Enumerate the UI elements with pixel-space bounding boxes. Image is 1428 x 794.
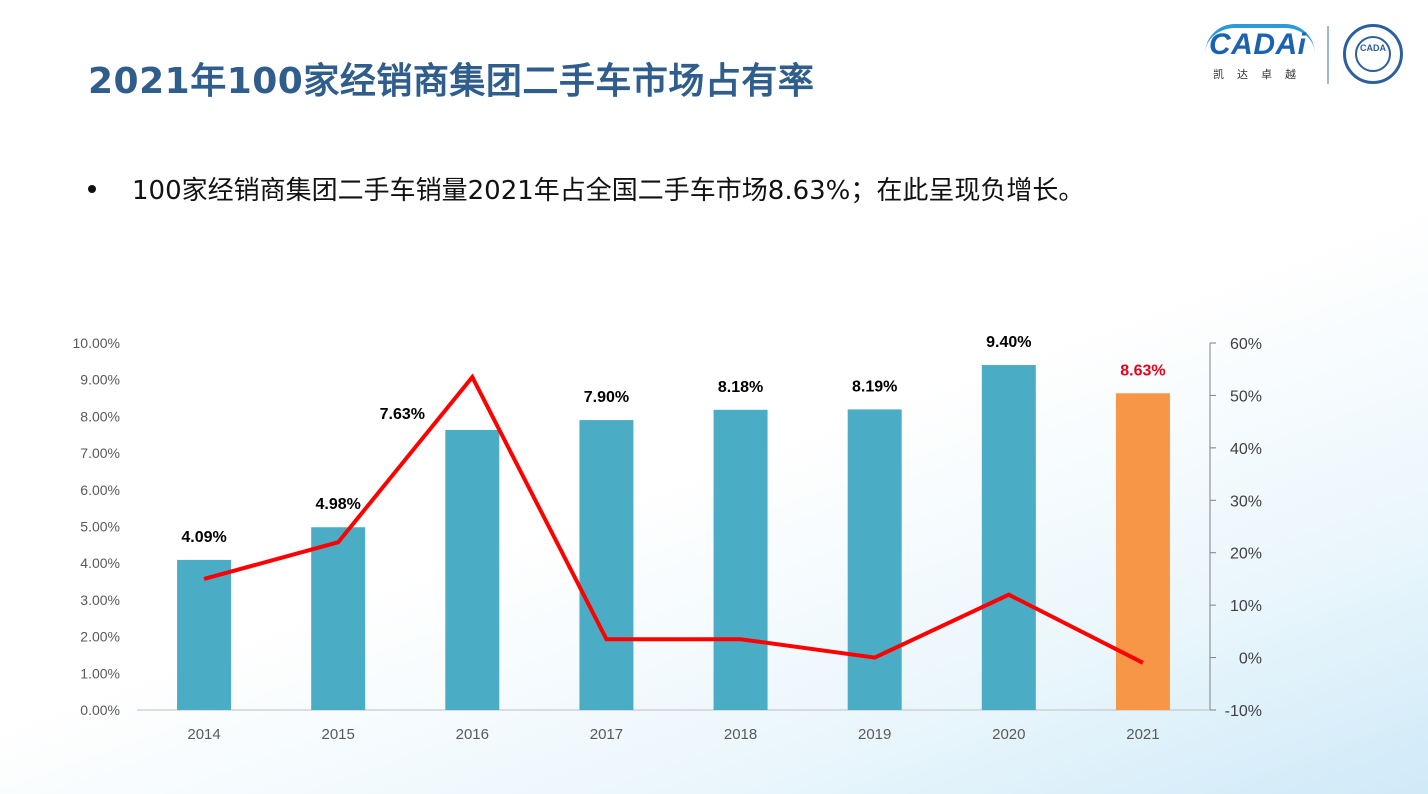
bar-2017 xyxy=(579,420,634,710)
x-axis-tick-label: 2016 xyxy=(456,726,489,743)
left-axis-tick-label: 3.00% xyxy=(80,592,120,608)
bar-2016 xyxy=(445,429,500,710)
left-axis-tick-label: 2.00% xyxy=(80,629,120,645)
logo-divider xyxy=(1327,26,1329,84)
bar-data-label: 8.63% xyxy=(1120,362,1165,379)
left-axis-tick-label: 9.00% xyxy=(80,372,120,388)
bar-2019 xyxy=(847,409,902,710)
right-axis-tick-label: 60% xyxy=(1230,336,1262,353)
bar-2021 xyxy=(1115,393,1170,710)
bar-data-label: 7.63% xyxy=(380,406,425,423)
bar-2015 xyxy=(311,527,366,710)
association-seal-icon: CADA xyxy=(1343,24,1403,84)
bar-data-label: 4.09% xyxy=(181,529,226,546)
x-axis-tick-label: 2019 xyxy=(858,726,891,743)
bar-data-label: 7.90% xyxy=(584,389,629,406)
right-axis-tick-label: -10% xyxy=(1225,703,1262,720)
right-axis-tick-label: 10% xyxy=(1230,598,1262,615)
bar-2018 xyxy=(713,409,768,710)
x-axis-tick-label: 2014 xyxy=(187,726,220,743)
logo-wordmark: CADAi xyxy=(1209,28,1307,61)
left-axis-tick-label: 6.00% xyxy=(80,482,120,498)
right-axis-tick-label: 30% xyxy=(1230,493,1262,510)
left-axis-tick-label: 5.00% xyxy=(80,519,120,535)
x-axis-tick-label: 2021 xyxy=(1126,726,1159,743)
x-axis-tick-label: 2017 xyxy=(590,726,623,743)
bullet-point: 100家经销商集团二手车销量2021年占全国二手车市场8.63%；在此呈现负增长… xyxy=(88,170,1084,207)
left-axis-tick-label: 10.00% xyxy=(73,335,120,351)
x-axis-tick-label: 2018 xyxy=(724,726,757,743)
logo-subtitle: 凯达卓越 xyxy=(1213,68,1309,81)
logo-car-arc-icon xyxy=(1205,24,1315,54)
bar-2020 xyxy=(981,365,1036,710)
right-axis-tick-label: 20% xyxy=(1230,546,1262,563)
left-axis-tick-label: 4.00% xyxy=(80,555,120,571)
left-axis-tick-label: 7.00% xyxy=(80,445,120,461)
right-axis-tick-label: 0% xyxy=(1239,651,1262,668)
right-axis-tick-label: 40% xyxy=(1230,441,1262,458)
page-title: 2021年100家经销商集团二手车市场占有率 xyxy=(88,61,815,102)
growth-rate-line xyxy=(203,373,1144,665)
x-axis-tick-label: 2020 xyxy=(992,726,1025,743)
x-axis-tick-label: 2015 xyxy=(322,726,355,743)
left-axis-tick-label: 1.00% xyxy=(80,665,120,681)
bullet-text: 100家经销商集团二手车销量2021年占全国二手车市场8.63%；在此呈现负增长… xyxy=(132,176,1085,206)
seal-inner-ring xyxy=(1355,36,1391,72)
bar-data-label: 8.19% xyxy=(852,378,897,395)
bar-data-label: 4.98% xyxy=(316,496,361,513)
left-axis-tick-label: 0.00% xyxy=(80,702,120,718)
cadai-logo: CADAi 凯达卓越 CADA xyxy=(1205,22,1410,88)
bar-data-label: 9.40% xyxy=(986,334,1031,351)
right-axis-tick-label: 50% xyxy=(1230,388,1262,405)
bar-data-label: 8.18% xyxy=(718,379,763,396)
bar-2014 xyxy=(177,559,232,710)
bullet-dot-icon xyxy=(88,184,96,193)
left-axis-tick-label: 8.00% xyxy=(80,408,120,424)
seal-text: CADA xyxy=(1360,43,1386,53)
